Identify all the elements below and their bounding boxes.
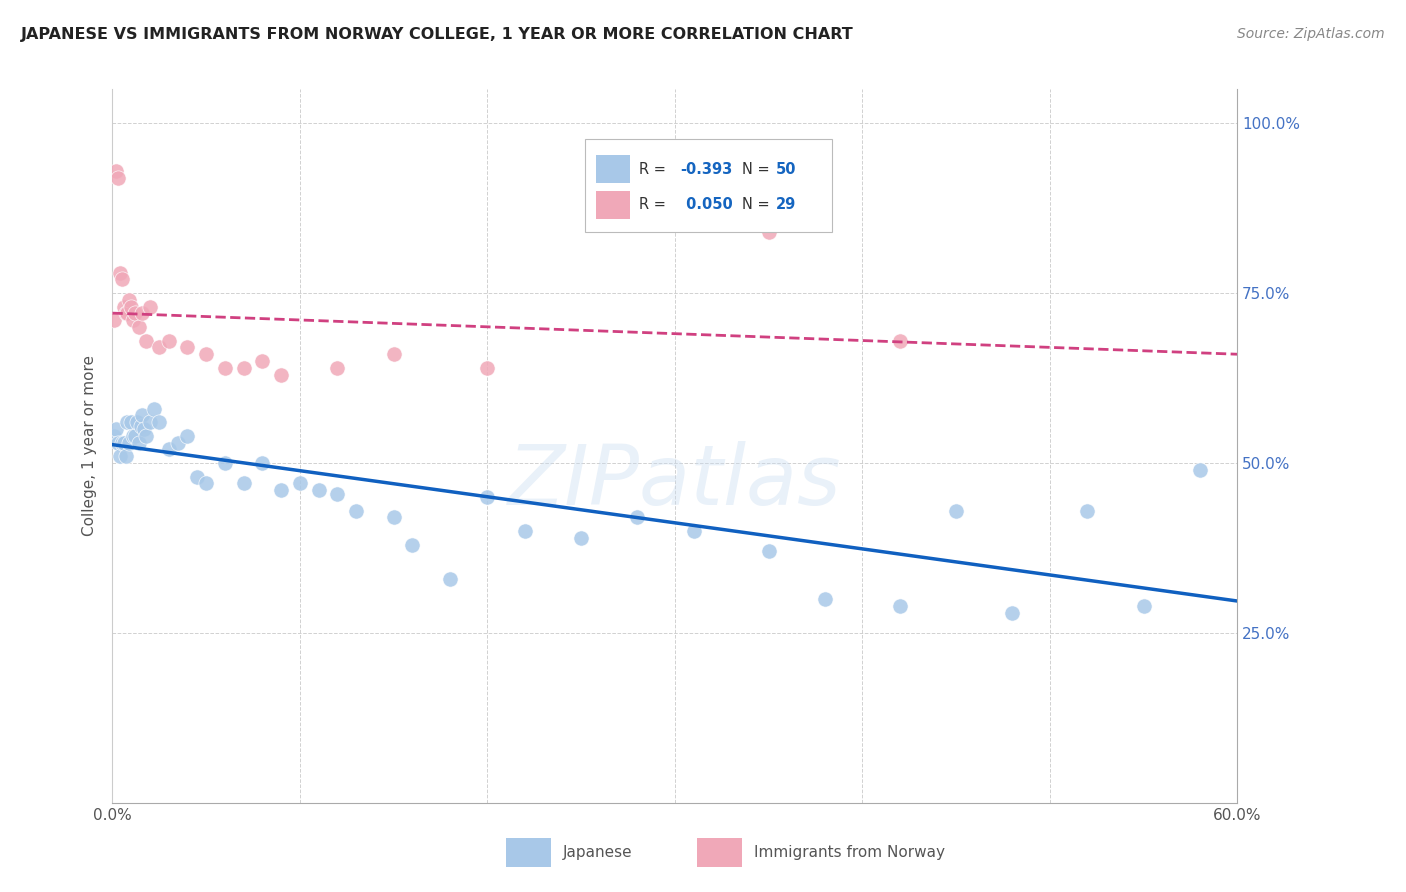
Text: -0.393: -0.393 (681, 161, 733, 177)
Bar (506, 838, 551, 867)
Point (103, 429, 125, 443)
Point (111, 435, 134, 450)
Text: N =: N = (742, 161, 775, 177)
Point (945, 503, 967, 517)
Point (439, 572, 461, 586)
Point (252, 456, 274, 470)
Point (344, 503, 367, 517)
Point (114, 306, 136, 320)
Point (112, 300, 135, 314)
Point (758, 225, 780, 239)
Point (157, 334, 180, 348)
Point (167, 435, 190, 450)
Point (112, 435, 135, 450)
Point (401, 537, 423, 551)
Point (252, 354, 274, 368)
Point (124, 306, 146, 320)
Point (120, 415, 142, 429)
Point (186, 469, 208, 483)
Point (131, 409, 153, 423)
Point (1001, 606, 1024, 620)
Point (889, 334, 911, 348)
Point (214, 360, 236, 375)
Text: ZIPatlas: ZIPatlas (508, 442, 842, 522)
Point (118, 435, 141, 450)
Point (195, 476, 218, 491)
Point (195, 347, 218, 361)
Point (270, 368, 292, 382)
Bar (697, 838, 742, 867)
Point (107, 435, 129, 450)
Point (1076, 503, 1098, 517)
Point (682, 524, 704, 538)
Point (270, 483, 292, 498)
Point (128, 320, 150, 334)
Point (105, 163, 128, 178)
Point (176, 341, 198, 355)
FancyBboxPatch shape (585, 139, 832, 232)
Point (135, 334, 157, 348)
Point (135, 429, 157, 443)
Text: 29: 29 (776, 197, 796, 212)
Point (1188, 463, 1211, 477)
Point (134, 422, 156, 436)
Point (142, 401, 165, 416)
Point (513, 524, 536, 538)
Point (108, 266, 131, 280)
Point (131, 306, 153, 320)
Text: R =: R = (638, 161, 671, 177)
Point (118, 293, 141, 307)
Point (814, 591, 837, 606)
Text: N =: N = (742, 197, 775, 212)
Point (148, 341, 170, 355)
Text: 0.050: 0.050 (681, 197, 733, 212)
Point (326, 360, 349, 375)
Point (124, 429, 146, 443)
Point (382, 510, 405, 524)
Point (288, 476, 311, 491)
Point (107, 170, 129, 185)
Point (122, 313, 145, 327)
Y-axis label: College, 1 year or more: College, 1 year or more (82, 356, 97, 536)
Point (122, 429, 145, 443)
Point (114, 449, 136, 463)
Point (477, 490, 499, 504)
Text: Japanese: Japanese (562, 846, 633, 860)
Point (125, 415, 148, 429)
Point (139, 300, 162, 314)
Point (758, 544, 780, 558)
Text: Immigrants from Norway: Immigrants from Norway (754, 846, 945, 860)
Text: 50: 50 (776, 161, 797, 177)
Point (308, 483, 330, 498)
Point (382, 347, 405, 361)
Bar (596, 191, 630, 219)
Point (108, 449, 131, 463)
Point (157, 442, 180, 457)
Point (117, 415, 139, 429)
Point (117, 306, 139, 320)
Point (128, 435, 150, 450)
Text: JAPANESE VS IMMIGRANTS FROM NORWAY COLLEGE, 1 YEAR OR MORE CORRELATION CHART: JAPANESE VS IMMIGRANTS FROM NORWAY COLLE… (21, 27, 853, 42)
Point (626, 510, 648, 524)
Point (889, 599, 911, 613)
Bar (596, 155, 630, 184)
Point (129, 418, 152, 433)
Point (103, 313, 125, 327)
Point (105, 422, 128, 436)
Point (569, 531, 592, 545)
Point (232, 476, 254, 491)
Point (1132, 599, 1154, 613)
Text: R =: R = (638, 197, 671, 212)
Point (148, 415, 170, 429)
Point (232, 360, 254, 375)
Point (139, 415, 162, 429)
Point (120, 300, 142, 314)
Point (214, 456, 236, 470)
Point (326, 486, 349, 500)
Point (176, 429, 198, 443)
Point (477, 360, 499, 375)
Point (111, 272, 134, 286)
Text: Source: ZipAtlas.com: Source: ZipAtlas.com (1237, 27, 1385, 41)
